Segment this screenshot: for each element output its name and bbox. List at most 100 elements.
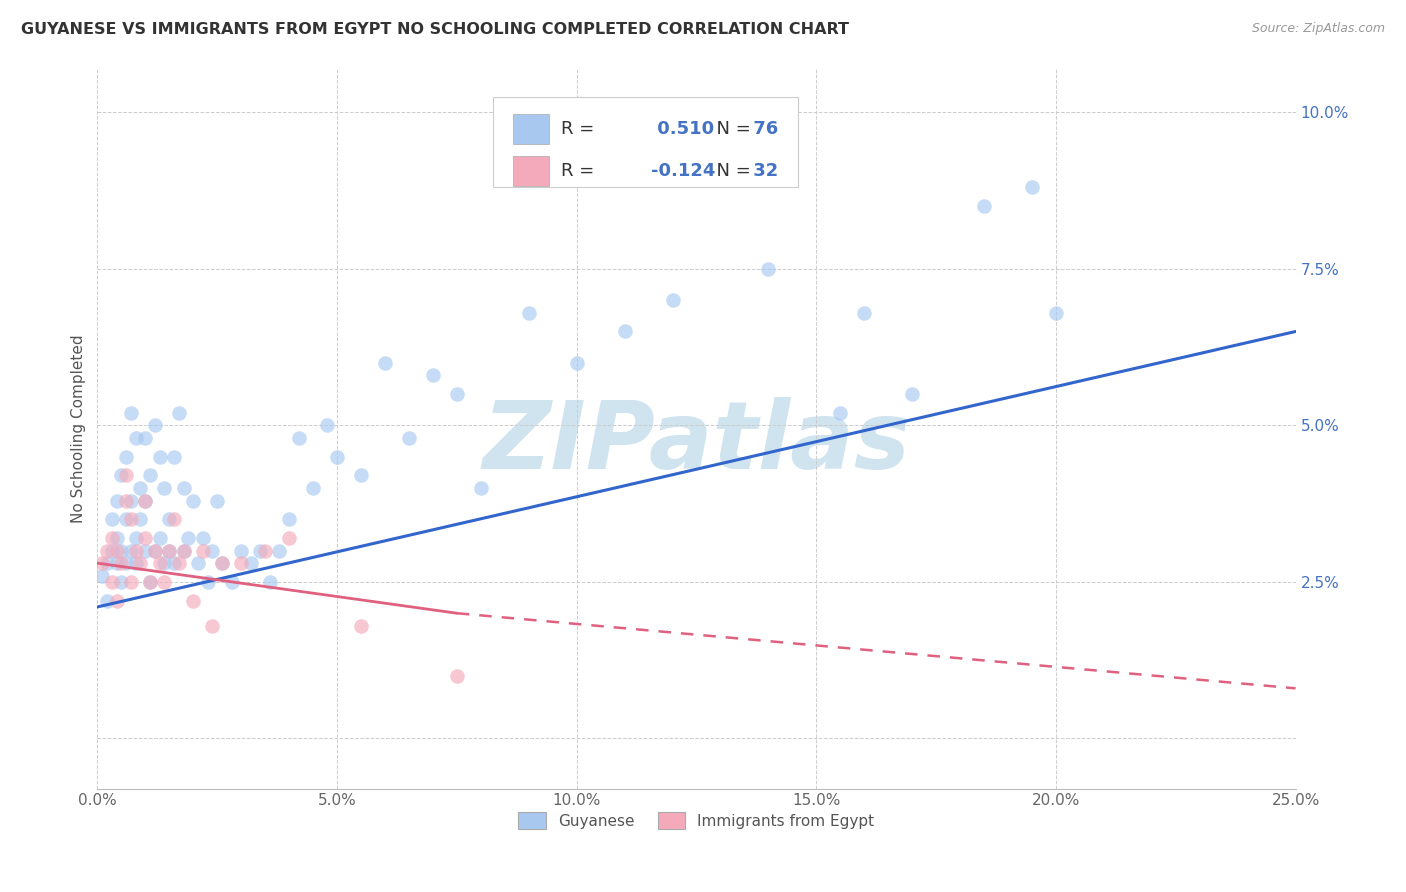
Point	[129, 481, 152, 495]
Point	[143, 543, 166, 558]
Point	[139, 468, 162, 483]
Point	[446, 387, 468, 401]
Point	[221, 574, 243, 589]
FancyBboxPatch shape	[513, 155, 550, 186]
Point	[517, 306, 540, 320]
Text: N =: N =	[704, 120, 756, 138]
FancyBboxPatch shape	[513, 114, 550, 145]
Point	[153, 481, 176, 495]
Point	[163, 512, 186, 526]
Point	[153, 574, 176, 589]
Point	[350, 619, 373, 633]
Point	[120, 574, 142, 589]
Point	[110, 468, 132, 483]
Point	[100, 512, 122, 526]
Point	[157, 543, 180, 558]
Point	[120, 512, 142, 526]
Point	[120, 543, 142, 558]
Point	[143, 418, 166, 433]
Point	[149, 556, 172, 570]
Point	[91, 556, 114, 570]
Point	[201, 619, 224, 633]
Point	[326, 450, 349, 464]
Point	[105, 593, 128, 607]
Point	[191, 531, 214, 545]
Point	[91, 568, 114, 582]
Point	[446, 669, 468, 683]
Point	[139, 574, 162, 589]
Point	[149, 531, 172, 545]
Point	[191, 543, 214, 558]
Point	[105, 531, 128, 545]
Point	[105, 556, 128, 570]
Point	[374, 356, 396, 370]
Point	[197, 574, 219, 589]
Point	[181, 593, 204, 607]
Legend: Guyanese, Immigrants from Egypt: Guyanese, Immigrants from Egypt	[512, 806, 880, 835]
Point	[1021, 180, 1043, 194]
Point	[129, 556, 152, 570]
Point	[211, 556, 233, 570]
Point	[105, 493, 128, 508]
Text: Source: ZipAtlas.com: Source: ZipAtlas.com	[1251, 22, 1385, 36]
Point	[287, 431, 309, 445]
Point	[96, 543, 118, 558]
Point	[398, 431, 420, 445]
Point	[125, 556, 148, 570]
Text: 76: 76	[747, 120, 778, 138]
Point	[100, 543, 122, 558]
Point	[105, 543, 128, 558]
Point	[201, 543, 224, 558]
Point	[278, 531, 301, 545]
Point	[470, 481, 492, 495]
Point	[853, 306, 876, 320]
Point	[139, 574, 162, 589]
Point	[661, 293, 683, 308]
Point	[110, 574, 132, 589]
Text: R =: R =	[561, 120, 600, 138]
Point	[110, 556, 132, 570]
Point	[613, 325, 636, 339]
Text: GUYANESE VS IMMIGRANTS FROM EGYPT NO SCHOOLING COMPLETED CORRELATION CHART: GUYANESE VS IMMIGRANTS FROM EGYPT NO SCH…	[21, 22, 849, 37]
Point	[231, 543, 253, 558]
Point	[115, 493, 138, 508]
Point	[115, 468, 138, 483]
Point	[231, 556, 253, 570]
Point	[115, 556, 138, 570]
Point	[120, 406, 142, 420]
Point	[157, 512, 180, 526]
Text: 32: 32	[747, 161, 778, 180]
Point	[96, 593, 118, 607]
Point	[110, 543, 132, 558]
Point	[173, 481, 195, 495]
Point	[205, 493, 228, 508]
Point	[125, 543, 148, 558]
Text: -0.124: -0.124	[651, 161, 716, 180]
Point	[100, 574, 122, 589]
Point	[187, 556, 209, 570]
Point	[973, 199, 995, 213]
Text: 0.510: 0.510	[651, 120, 714, 138]
Point	[96, 556, 118, 570]
Point	[173, 543, 195, 558]
Point	[120, 493, 142, 508]
Point	[115, 450, 138, 464]
Point	[134, 493, 156, 508]
Point	[163, 450, 186, 464]
Point	[143, 543, 166, 558]
Point	[830, 406, 852, 420]
Point	[422, 368, 444, 383]
Point	[167, 406, 190, 420]
Point	[134, 543, 156, 558]
Point	[173, 543, 195, 558]
Point	[153, 556, 176, 570]
Point	[163, 556, 186, 570]
Point	[177, 531, 200, 545]
Text: N =: N =	[704, 161, 756, 180]
Y-axis label: No Schooling Completed: No Schooling Completed	[72, 334, 86, 523]
Point	[239, 556, 262, 570]
Point	[350, 468, 373, 483]
Text: R =: R =	[561, 161, 600, 180]
Point	[316, 418, 339, 433]
Point	[129, 512, 152, 526]
